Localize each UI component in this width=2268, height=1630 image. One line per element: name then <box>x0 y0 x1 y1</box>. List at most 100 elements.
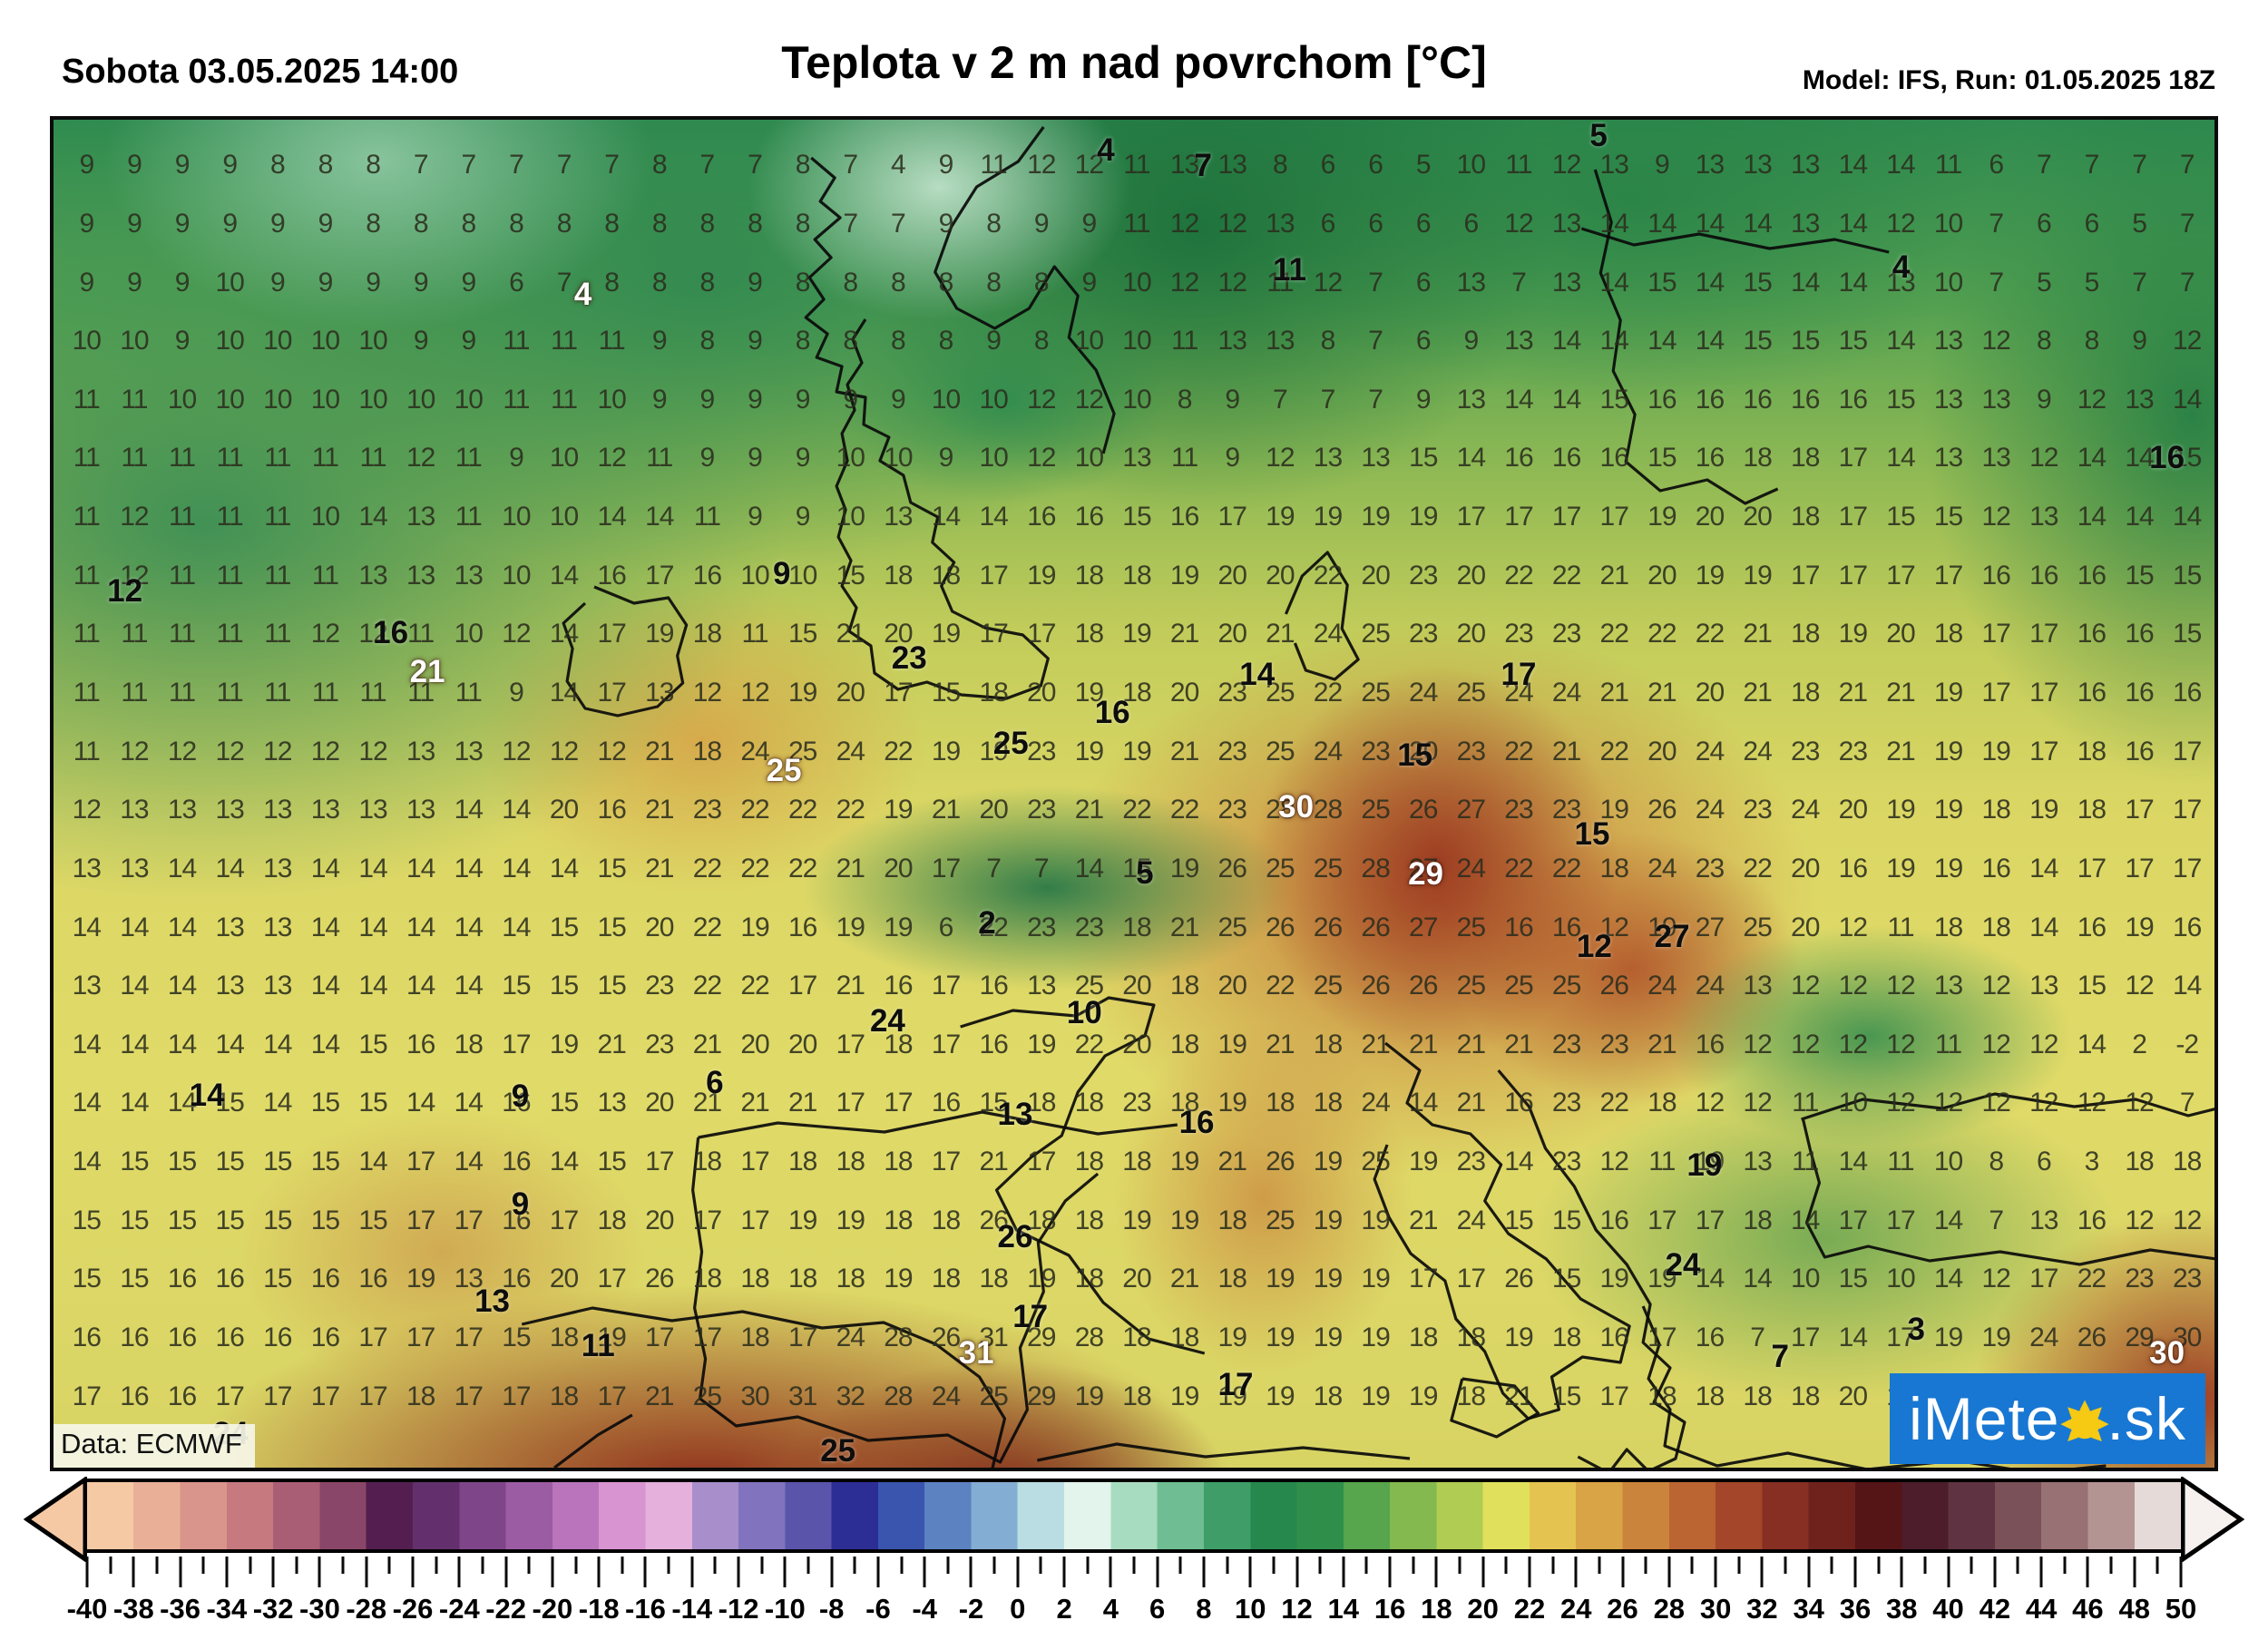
sun-icon <box>2059 1400 2109 1445</box>
temp-value: 14 <box>1695 267 1725 298</box>
temp-value: 17 <box>1886 1205 1915 1235</box>
temp-value: 11 <box>216 560 244 591</box>
temp-value: 9 <box>174 267 191 298</box>
tick-mark <box>900 1557 904 1574</box>
temp-value: 10 <box>215 384 244 415</box>
temp-value: 7 <box>1989 1205 2004 1235</box>
temp-value: 13 <box>1981 384 2011 415</box>
temp-value: 19 <box>1361 502 1390 532</box>
temp-value: 11 <box>1171 326 1198 356</box>
temp-value: 14 <box>454 1088 484 1118</box>
temp-value: 12 <box>1981 326 2011 356</box>
temp-value: 9 <box>509 443 524 473</box>
extreme-label: 27 <box>1654 918 1690 954</box>
temp-value: 22 <box>1551 853 1581 883</box>
temp-value: 22 <box>1313 560 1343 591</box>
temp-value: 8 <box>651 208 668 239</box>
temp-value: 11 <box>168 443 196 473</box>
extreme-label: 3 <box>1907 1312 1926 1348</box>
tick-mark <box>1690 1557 1694 1574</box>
temp-value: 20 <box>1647 736 1677 766</box>
temp-value: 25 <box>979 1381 1008 1411</box>
temp-value: 18 <box>1169 1323 1199 1353</box>
temp-value: 12 <box>1074 384 1104 415</box>
temp-value: 15 <box>1504 1205 1533 1235</box>
tick-mark <box>341 1557 345 1574</box>
temp-value: 21 <box>1456 1088 1486 1118</box>
temp-value: 18 <box>740 1323 769 1353</box>
temp-value: 15 <box>120 1264 149 1294</box>
temp-value: 24 <box>1551 678 1581 708</box>
colorbar-label: -32 <box>252 1593 294 1625</box>
temp-value: 12 <box>1551 150 1581 181</box>
temp-value: 22 <box>787 795 817 825</box>
temp-value: 7 <box>748 150 763 181</box>
temp-value: 14 <box>454 795 484 825</box>
temp-value: 21 <box>787 1088 817 1118</box>
temp-value: 17 <box>597 619 626 649</box>
tick-mark <box>225 1557 229 1587</box>
temp-value: 26 <box>1504 1264 1533 1294</box>
temp-value: 9 <box>748 443 763 473</box>
temp-value: 17 <box>358 1323 387 1353</box>
temp-value: 18 <box>979 1264 1008 1294</box>
grid-row: 11 11 11 11 11 11 11 12 11 9 10 12 11 9 9 9 10 10 9 10 12 10 1… <box>63 429 2211 488</box>
temp-value: 18 <box>1313 1381 1343 1411</box>
tick-mark <box>527 1557 531 1574</box>
temp-value: 13 <box>1981 443 2011 473</box>
temp-value: 13 <box>358 560 387 591</box>
temp-value: 23 <box>645 1029 674 1059</box>
tick-mark <box>1272 1557 1276 1574</box>
temp-value: 8 <box>795 208 811 239</box>
extreme-label: 26 <box>997 1218 1033 1254</box>
temp-value: 9 <box>127 150 142 181</box>
temp-value: 20 <box>1361 560 1390 591</box>
temp-value: 19 <box>1599 1264 1629 1294</box>
temp-value: 10 <box>358 326 387 356</box>
temp-value: 26 <box>1409 971 1438 1001</box>
temp-value: 8 <box>699 326 716 356</box>
temp-value: 19 <box>2029 795 2058 825</box>
temp-value: 11 <box>455 678 483 708</box>
temp-value: 21 <box>931 795 961 825</box>
temp-value: 19 <box>597 1323 626 1353</box>
temp-value: 14 <box>1504 384 1533 415</box>
temp-value: 22 <box>692 853 722 883</box>
temp-value: 15 <box>549 971 579 1001</box>
temp-value: 9 <box>1033 208 1050 239</box>
temp-value: 20 <box>1217 971 1247 1001</box>
temp-value: 19 <box>787 678 817 708</box>
temp-value: 12 <box>692 678 722 708</box>
temp-value: 11 <box>1887 912 1914 942</box>
grid-row: 11 11 11 11 11 12 12 11 10 12 14 17 19 18 11 15 21 20 19 17… <box>63 605 2211 664</box>
temp-value: 26 <box>1217 853 1247 883</box>
temp-value: 26 <box>1599 971 1629 1001</box>
temp-value: 10 <box>979 384 1008 415</box>
temp-value: 16 <box>979 1029 1008 1059</box>
temp-value: 21 <box>645 853 674 883</box>
temp-value: 16 <box>1599 1323 1629 1353</box>
temp-value: 13 <box>645 678 674 708</box>
temp-value: 11 <box>121 619 148 649</box>
temp-value: 10 <box>787 560 817 591</box>
temp-value: 19 <box>931 619 961 649</box>
imeteo-logo[interactable]: iMete .sk <box>1890 1373 2205 1464</box>
temp-value: 11 <box>264 502 291 532</box>
colorbar-labels: -40 -38 -36 -34 -32 -30 -28 -26 -24 -22 -20 -18 -16-… <box>67 1593 2197 1627</box>
temp-value: 8 <box>699 267 716 298</box>
temp-value: 15 <box>1551 1205 1581 1235</box>
temp-value: 16 <box>2125 678 2154 708</box>
temp-value: 21 <box>597 1029 626 1059</box>
temp-value: 19 <box>549 1029 579 1059</box>
temp-value: 22 <box>1313 678 1343 708</box>
temp-value: 19 <box>1933 1323 1963 1353</box>
temp-value: 14 <box>454 853 484 883</box>
temp-value: 12 <box>72 795 102 825</box>
colorbar-label: -30 <box>299 1593 340 1625</box>
extreme-label: 21 <box>409 654 445 690</box>
grid-row: 11 11 11 11 11 11 11 11 11 9 14 17 13 12 12 19 20 17 15 18 2… <box>63 664 2211 723</box>
temp-value: 20 <box>1791 912 1820 942</box>
temp-value: 16 <box>406 1029 435 1059</box>
temp-value: 13 <box>1504 326 1533 356</box>
temp-value: 17 <box>884 678 913 708</box>
